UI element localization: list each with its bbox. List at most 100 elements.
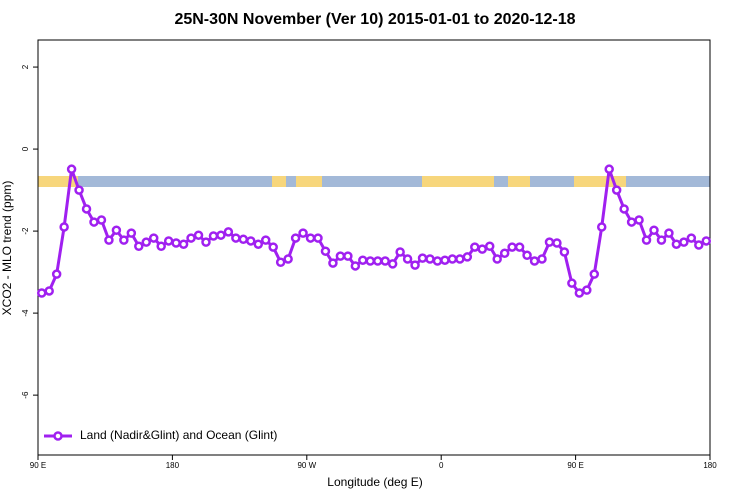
- data-point: [193, 230, 204, 240]
- data-point: [171, 238, 181, 248]
- data-point: [238, 234, 249, 245]
- x-tick-label: 90 W: [297, 461, 316, 470]
- data-point: [223, 227, 234, 237]
- data-point: [470, 242, 480, 252]
- data-point: [514, 242, 525, 252]
- data-point: [425, 254, 435, 264]
- data-point: [59, 222, 69, 232]
- x-tick-label: 90 E: [567, 461, 583, 470]
- data-point: [44, 286, 54, 296]
- x-tick-label: 180: [166, 461, 180, 470]
- y-tick-label: -6: [21, 391, 30, 399]
- data-point: [335, 251, 346, 261]
- data-point: [260, 235, 271, 245]
- data-point: [186, 233, 196, 243]
- data-point: [641, 235, 652, 245]
- land-band: [574, 176, 626, 187]
- data-point: [201, 237, 211, 247]
- data-point: [313, 233, 323, 243]
- data-point: [208, 231, 219, 241]
- data-point: [231, 233, 241, 243]
- land-band: [272, 176, 286, 187]
- legend-marker: [53, 431, 63, 441]
- data-point: [701, 236, 712, 246]
- data-point: [328, 258, 338, 268]
- data-point: [51, 269, 62, 279]
- y-tick-label: -2: [21, 227, 30, 235]
- data-point: [604, 164, 614, 174]
- land-band: [422, 176, 494, 187]
- land-band: [296, 176, 322, 187]
- data-point: [582, 285, 592, 295]
- data-point: [81, 204, 92, 214]
- x-axis-label: Longitude (deg E): [327, 475, 422, 489]
- data-point: [89, 217, 99, 227]
- data-point: [305, 233, 316, 243]
- plot-frame: [37, 39, 711, 456]
- data-point: [275, 257, 286, 268]
- data-point: [522, 250, 532, 261]
- x-tick-label: 90 E: [30, 461, 46, 470]
- data-point: [36, 288, 47, 298]
- y-tick-label: 0: [21, 146, 30, 151]
- data-point: [559, 247, 570, 257]
- data-point: [141, 237, 152, 247]
- data-point: [567, 278, 577, 288]
- data-point: [656, 235, 667, 245]
- data-point: [268, 242, 278, 252]
- data-point: [679, 237, 689, 247]
- data-point: [246, 236, 256, 246]
- data-point: [253, 239, 264, 249]
- data-point: [96, 215, 107, 225]
- data-point: [634, 215, 644, 225]
- data-point: [298, 228, 308, 238]
- data-point: [119, 235, 129, 245]
- data-point: [440, 255, 450, 265]
- data-point: [671, 239, 682, 249]
- data-point: [283, 254, 293, 264]
- data-point: [626, 217, 637, 227]
- data-point: [694, 240, 704, 250]
- data-point: [649, 225, 659, 236]
- data-point: [499, 248, 510, 258]
- data-point: [596, 222, 607, 232]
- x-tick-label: 0: [439, 461, 444, 470]
- land-band: [38, 176, 78, 187]
- data-point: [455, 254, 465, 264]
- data-point: [537, 254, 547, 264]
- data-point: [163, 236, 174, 246]
- data-point: [529, 256, 540, 266]
- data-point: [492, 254, 502, 264]
- data-point: [507, 242, 517, 252]
- y-axis-label: XCO2 - MLO trend (ppm): [0, 181, 14, 316]
- data-point: [104, 235, 114, 245]
- data-point: [320, 246, 331, 256]
- land-band: [508, 176, 530, 187]
- data-point: [664, 228, 674, 238]
- data-point: [216, 230, 226, 240]
- data-point: [74, 185, 84, 195]
- data-point: [544, 237, 555, 247]
- ocean-band: [38, 176, 710, 187]
- y-tick-label: -4: [21, 309, 30, 317]
- data-point: [343, 251, 353, 261]
- data-point: [432, 256, 443, 266]
- data-point: [66, 164, 77, 174]
- y-tick-label: 2: [21, 64, 30, 69]
- data-point: [126, 228, 137, 238]
- land-ocean-band: [38, 176, 710, 187]
- data-point: [148, 233, 159, 243]
- data-point: [402, 254, 413, 264]
- data-point: [387, 259, 398, 269]
- chart-title: 25N-30N November (Ver 10) 2015-01-01 to …: [174, 11, 575, 28]
- data-point: [477, 244, 488, 254]
- data-point: [178, 239, 189, 249]
- data-point: [395, 247, 405, 257]
- data-point: [134, 241, 144, 252]
- data-point: [462, 252, 473, 262]
- data-point: [350, 261, 361, 271]
- data-point: [686, 233, 697, 243]
- data-point: [552, 238, 562, 248]
